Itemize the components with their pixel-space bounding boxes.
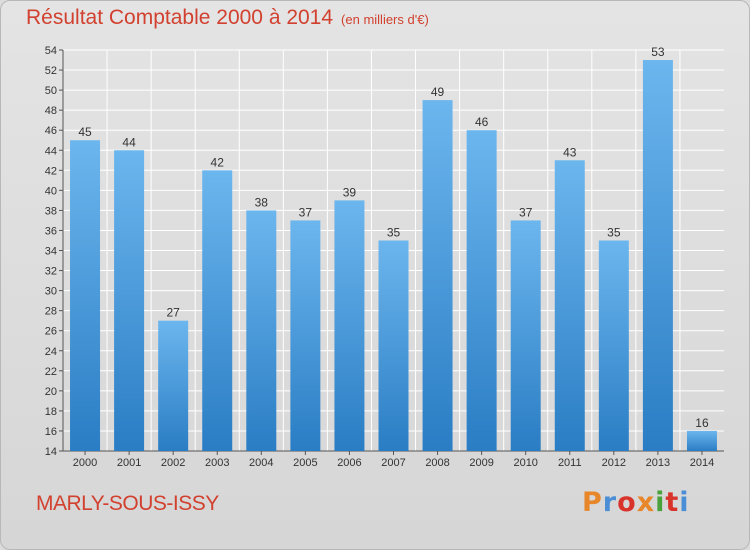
x-tick-label: 2007: [381, 457, 405, 469]
y-tick-label: 52: [45, 65, 57, 77]
data-label: 49: [431, 85, 445, 99]
y-tick-label: 48: [45, 105, 57, 117]
y-tick-label: 30: [45, 286, 57, 298]
y-tick-label: 36: [45, 225, 57, 237]
bar: [598, 240, 629, 451]
y-tick-label: 28: [45, 306, 57, 318]
x-tick-label: 2008: [425, 457, 449, 469]
x-tick-label: 2002: [161, 457, 185, 469]
y-tick-label: 38: [45, 205, 57, 217]
bar: [70, 140, 101, 451]
data-label: 42: [211, 155, 225, 169]
data-label: 16: [695, 416, 709, 430]
data-label: 39: [343, 185, 357, 199]
y-tick-label: 18: [45, 406, 57, 418]
data-label: 53: [651, 45, 665, 59]
x-tick-label: 2004: [249, 457, 273, 469]
x-tick-label: 2005: [293, 457, 317, 469]
y-tick-label: 34: [45, 246, 57, 258]
chart-title-text: Résultat Comptable 2000 à 2014: [26, 6, 334, 29]
bars: [70, 60, 717, 452]
data-label: 35: [607, 225, 621, 239]
x-tick-label: 2006: [337, 457, 361, 469]
bar: [466, 130, 497, 451]
x-tick-label: 2014: [690, 457, 714, 469]
x-tick-label: 2011: [558, 457, 582, 469]
chart-unit: (en milliers d'€): [341, 12, 429, 27]
data-label: 37: [299, 205, 313, 219]
logo-letter: o: [617, 487, 637, 518]
x-tick-label: 2001: [117, 457, 141, 469]
data-label: 27: [166, 306, 180, 320]
bar: [378, 240, 409, 451]
x-tick-label: 2009: [469, 457, 493, 469]
y-tick-label: 20: [45, 386, 57, 398]
data-label: 45: [78, 125, 92, 139]
logo-letter: r: [602, 487, 618, 518]
x-tick-label: 2012: [602, 457, 626, 469]
logo-letter: i: [679, 487, 690, 518]
data-label: 37: [519, 205, 533, 219]
data-label: 35: [387, 225, 401, 239]
bar: [642, 60, 673, 452]
proxiti-logo: Proxiti: [582, 487, 690, 518]
bar: [158, 320, 189, 451]
bar: [686, 430, 717, 451]
data-label: 44: [122, 135, 136, 149]
x-tick-label: 2000: [73, 457, 97, 469]
bar: [290, 220, 321, 451]
bar: [510, 220, 541, 451]
y-tick-label: 54: [45, 45, 57, 57]
data-label: 43: [563, 145, 577, 159]
bar: [422, 100, 453, 451]
y-tick-label: 32: [45, 266, 57, 278]
bar: [114, 150, 145, 451]
chart-title: Résultat Comptable 2000 à 2014 (en millie…: [26, 6, 429, 30]
bar: [554, 160, 585, 451]
y-tick-label: 42: [45, 165, 57, 177]
y-tick-label: 22: [45, 366, 57, 378]
y-tick-label: 24: [45, 346, 57, 358]
logo-letter: i: [655, 487, 666, 518]
y-tick-label: 50: [45, 85, 57, 97]
location-name: MARLY-SOUS-ISSY: [36, 492, 219, 515]
logo-letter: t: [665, 487, 680, 518]
logo-letter: x: [636, 487, 656, 518]
tick-labels: 14 16 18 20 22 24 26 28 30 32 34 36 38 40 42 44 46 48 50 52…: [45, 45, 714, 469]
data-label: 38: [255, 195, 269, 209]
y-tick-label: 44: [45, 145, 57, 157]
x-tick-label: 2003: [205, 457, 229, 469]
data-labels: 45 44 27 42 38 37 39 35 49 46 37 43 35 53 16: [78, 45, 709, 430]
bar: [334, 200, 365, 451]
y-tick-label: 40: [45, 185, 57, 197]
bar: [202, 170, 233, 452]
x-tick-label: 2013: [646, 457, 670, 469]
y-tick-label: 46: [45, 125, 57, 137]
y-tick-label: 16: [45, 426, 57, 438]
x-tick-label: 2010: [513, 457, 537, 469]
data-label: 46: [475, 115, 489, 129]
y-tick-label: 14: [45, 446, 57, 458]
y-tick-label: 26: [45, 326, 57, 338]
bar: [246, 210, 277, 451]
logo-letter: P: [582, 487, 603, 518]
